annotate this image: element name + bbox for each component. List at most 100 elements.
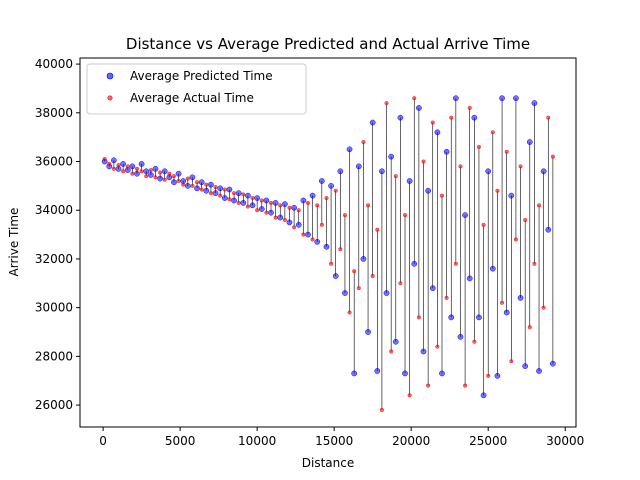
predicted-point: [476, 314, 482, 321]
y-axis-label: Arrive Time: [7, 208, 21, 277]
predicted-point: [226, 186, 233, 193]
legend: Average Predicted Time Average Actual Ti…: [86, 63, 307, 115]
predicted-point: [429, 285, 436, 292]
actual-point: [453, 261, 458, 266]
actual-point: [403, 213, 408, 218]
predicted-point: [143, 168, 150, 175]
actual-point: [245, 204, 250, 209]
x-axis-label: Distance: [302, 456, 354, 470]
actual-point: [121, 169, 126, 174]
actual-point: [278, 203, 283, 208]
predicted-point: [171, 179, 177, 186]
predicted-point: [545, 226, 552, 233]
x-tick-label: 20000: [392, 434, 430, 448]
y-tick-label: 30000: [35, 301, 73, 315]
predicted-point: [291, 204, 297, 211]
predicted-point: [536, 368, 542, 374]
actual-point: [513, 237, 518, 242]
actual-point: [421, 159, 426, 164]
actual-point: [310, 237, 315, 242]
predicted-point: [134, 170, 140, 177]
predicted-point: [462, 212, 468, 218]
predicted-point: [282, 201, 288, 207]
predicted-point: [129, 163, 136, 170]
predicted-point: [406, 178, 413, 184]
x-tick-label: 0: [99, 434, 107, 448]
actual-point: [176, 178, 181, 183]
predicted-point: [258, 206, 265, 212]
actual-point: [190, 183, 195, 188]
predicted-point: [332, 273, 339, 279]
predicted-point: [526, 139, 533, 145]
predicted-point: [231, 197, 237, 204]
actual-point: [407, 393, 412, 398]
actual-point: [541, 305, 546, 310]
actual-point: [523, 217, 528, 222]
x-tick-label: 15000: [315, 434, 353, 448]
predicted-point: [120, 161, 126, 167]
predicted-point: [443, 148, 450, 155]
actual-point: [444, 295, 449, 300]
predicted-point: [522, 363, 529, 369]
predicted-point: [425, 187, 431, 194]
predicted-point: [397, 114, 404, 121]
x-tick-label: 5000: [165, 434, 196, 448]
actual-point: [185, 176, 190, 181]
actual-point: [333, 188, 338, 193]
y-tick-label: 38000: [35, 106, 73, 120]
actual-point: [144, 174, 149, 179]
predicted-point: [245, 192, 251, 199]
x-tick-label: 30000: [546, 434, 584, 448]
actual-point: [305, 200, 310, 205]
predicted-point: [240, 200, 247, 206]
predicted-point: [305, 231, 311, 238]
predicted-point: [208, 181, 214, 188]
actual-point: [361, 140, 366, 145]
predicted-point: [184, 183, 191, 189]
predicted-point: [494, 373, 501, 379]
plot-frame: [79, 57, 577, 428]
predicted-points: [101, 95, 556, 399]
actual-point: [264, 210, 269, 215]
actual-point: [292, 225, 297, 230]
actual-point: [342, 213, 347, 218]
actual-point: [162, 177, 167, 182]
actual-point: [504, 149, 509, 154]
actual-point: [329, 261, 334, 266]
actual-point: [463, 383, 468, 388]
actual-point: [467, 105, 472, 110]
actual-point: [171, 174, 176, 179]
actual-point: [282, 217, 287, 222]
actual-point: [107, 161, 112, 166]
predicted-point: [411, 260, 418, 267]
actual-point: [527, 325, 532, 330]
y-tick-label: 32000: [35, 252, 73, 266]
actual-point: [366, 203, 371, 208]
x-tick-label: 25000: [469, 434, 507, 448]
actual-point: [250, 196, 255, 201]
predicted-point: [374, 368, 381, 374]
predicted-point: [235, 190, 242, 197]
y-tick-label: 34000: [35, 203, 73, 217]
predicted-point: [355, 163, 362, 170]
actual-point: [259, 198, 264, 203]
actual-point: [296, 208, 301, 213]
predicted-point: [157, 175, 163, 182]
actual-points: [102, 96, 555, 412]
predicted-point: [268, 209, 274, 216]
actual-point: [324, 196, 329, 201]
predicted-point: [346, 146, 353, 153]
predicted-point: [508, 192, 515, 199]
actual-point: [315, 203, 320, 208]
actual-point: [537, 203, 542, 208]
actual-point: [476, 144, 481, 149]
actual-point: [389, 349, 394, 354]
actual-point: [375, 227, 380, 232]
actual-point: [167, 171, 172, 176]
predicted-point: [439, 370, 445, 377]
predicted-point: [194, 185, 200, 192]
actual-point: [384, 101, 389, 106]
actual-point: [125, 164, 130, 169]
actual-point: [338, 247, 343, 252]
x-tick-label: 10000: [238, 434, 276, 448]
